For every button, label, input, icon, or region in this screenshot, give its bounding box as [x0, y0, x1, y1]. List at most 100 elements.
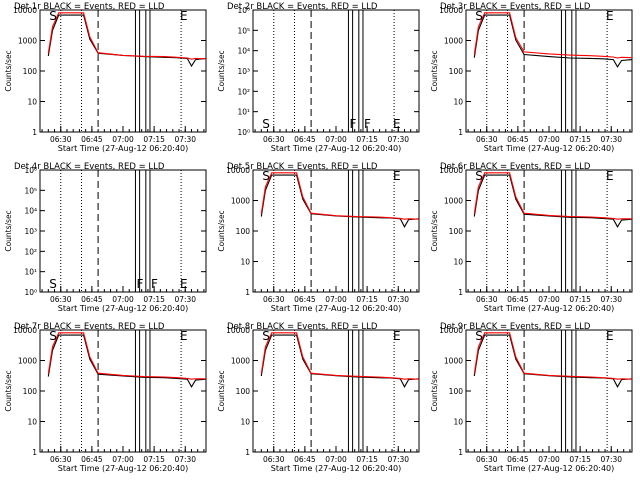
y-tick-label: 1000: [18, 37, 37, 46]
x-axis-label: Start Time (27-Aug-12 06:20:40): [484, 304, 615, 313]
y-tick-label: 10000: [439, 326, 463, 335]
y-axis-label: Counts/sec: [430, 210, 439, 251]
x-tick-label: 07:30: [387, 135, 409, 144]
y-tick-label: 10⁶: [237, 6, 250, 15]
y-axis-label: Counts/sec: [217, 370, 226, 411]
x-tick-label: 07:30: [600, 135, 622, 144]
detector-panel-5: Det 5r BLACK = Events, RED = LLD 1 10 100 10…: [217, 162, 420, 313]
event-marker-s: S: [475, 169, 483, 183]
chart-title: Det 8r BLACK = Events, RED = LLD: [227, 322, 378, 332]
event-marker-s: S: [49, 9, 57, 23]
y-tick-label: 1: [32, 448, 37, 457]
x-tick-label: 06:45: [81, 455, 103, 464]
series-line-lld: [473, 332, 633, 380]
x-tick-label: 07:15: [143, 295, 165, 304]
x-tick-label: 06:30: [50, 135, 72, 144]
plot-frame: [252, 9, 420, 133]
x-tick-label: 06:30: [263, 135, 285, 144]
x-tick-label: 07:15: [143, 455, 165, 464]
y-tick-label: 10⁰: [24, 288, 37, 297]
x-tick-label: 06:30: [50, 295, 72, 304]
y-tick-label: 10000: [439, 166, 463, 175]
y-tick-label: 10: [240, 258, 250, 267]
y-tick-label: 100: [236, 387, 251, 396]
x-tick-label: 07:15: [569, 135, 591, 144]
y-tick-label: 1000: [444, 357, 463, 366]
y-tick-label: 10⁰: [237, 128, 250, 137]
x-tick-label: 06:30: [476, 135, 498, 144]
y-tick-label: 10⁵: [24, 186, 37, 195]
x-axis-label: Start Time (27-Aug-12 06:20:40): [271, 304, 402, 313]
y-tick-label: 10⁵: [237, 26, 250, 35]
y-axis-label: Counts/sec: [217, 210, 226, 251]
x-tick-label: 06:30: [50, 455, 72, 464]
x-tick-label: 07:00: [325, 135, 347, 144]
event-marker-e: E: [393, 329, 401, 343]
x-tick-label: 07:00: [112, 455, 134, 464]
event-marker-f: F: [136, 277, 143, 291]
x-tick-label: 07:30: [174, 455, 196, 464]
y-tick-label: 10⁴: [24, 207, 37, 216]
y-tick-label: 100: [449, 387, 464, 396]
plot-frame: [465, 329, 633, 453]
x-tick-label: 07:00: [325, 295, 347, 304]
y-tick-label: 1000: [444, 197, 463, 206]
y-tick-label: 10¹: [24, 268, 37, 277]
chart-title: Det 4r BLACK = Events, RED = LLD: [14, 162, 165, 172]
x-tick-label: 07:00: [325, 455, 347, 464]
chart-title: Det 3r BLACK = Events, RED = LLD: [440, 2, 591, 12]
series-line-events: [473, 174, 633, 228]
x-axis-label: Start Time (27-Aug-12 06:20:40): [58, 304, 189, 313]
detector-panel-2: Det 2r BLACK = Events, RED = LLD 10⁰ 10¹ 10…: [217, 2, 420, 153]
y-tick-label: 10²: [24, 247, 37, 256]
y-tick-label: 1: [458, 128, 463, 137]
y-tick-label: 1: [458, 448, 463, 457]
y-axis-label: Counts/sec: [4, 210, 13, 251]
x-axis-label: Start Time (27-Aug-12 06:20:40): [271, 144, 402, 153]
y-tick-label: 10: [240, 418, 250, 427]
x-tick-label: 07:30: [387, 455, 409, 464]
y-tick-label: 1000: [444, 37, 463, 46]
x-axis-label: Start Time (27-Aug-12 06:20:40): [58, 464, 189, 473]
event-marker-e: E: [180, 329, 188, 343]
y-tick-label: 10: [27, 98, 37, 107]
detector-panel-4: Det 4r BLACK = Events, RED = LLD 10⁰ 10¹ 10…: [4, 162, 207, 313]
event-marker-e: E: [606, 9, 614, 23]
x-tick-label: 06:30: [263, 295, 285, 304]
y-axis-label: Counts/sec: [4, 370, 13, 411]
plot-frame: [39, 329, 207, 453]
series-line-lld: [47, 12, 207, 60]
chart-title: Det 9r BLACK = Events, RED = LLD: [440, 322, 591, 332]
y-tick-label: 100: [23, 67, 38, 76]
y-tick-label: 10³: [24, 227, 37, 236]
event-marker-e: E: [180, 9, 188, 23]
detector-panel-1: Det 1r BLACK = Events, RED = LLD 1 10 100 10…: [4, 2, 207, 153]
y-tick-label: 10: [453, 258, 463, 267]
y-tick-label: 100: [449, 227, 464, 236]
y-tick-label: 1000: [18, 357, 37, 366]
detector-panel-6: Det 6r BLACK = Events, RED = LLD 1 10 100 10…: [430, 162, 633, 313]
series-line-lld: [260, 332, 420, 380]
y-tick-label: 10⁴: [237, 47, 250, 56]
x-tick-label: 06:45: [294, 295, 316, 304]
y-tick-label: 10: [27, 418, 37, 427]
event-marker-s: S: [262, 169, 270, 183]
event-marker-e: E: [606, 329, 614, 343]
y-tick-label: 10: [453, 98, 463, 107]
y-tick-label: 100: [449, 67, 464, 76]
plot-frame: [39, 9, 207, 133]
x-tick-label: 06:45: [294, 455, 316, 464]
y-tick-label: 1: [245, 448, 250, 457]
event-marker-e: E: [180, 277, 188, 291]
chart-title: Det 6r BLACK = Events, RED = LLD: [440, 162, 591, 172]
x-tick-label: 07:00: [538, 135, 560, 144]
chart-title: Det 2r BLACK = Events, RED = LLD: [227, 2, 378, 12]
y-tick-label: 10000: [226, 166, 250, 175]
x-tick-label: 07:30: [387, 295, 409, 304]
x-axis-label: Start Time (27-Aug-12 06:20:40): [484, 464, 615, 473]
x-tick-label: 06:30: [476, 295, 498, 304]
x-axis-label: Start Time (27-Aug-12 06:20:40): [58, 144, 189, 153]
y-tick-label: 10000: [226, 326, 250, 335]
